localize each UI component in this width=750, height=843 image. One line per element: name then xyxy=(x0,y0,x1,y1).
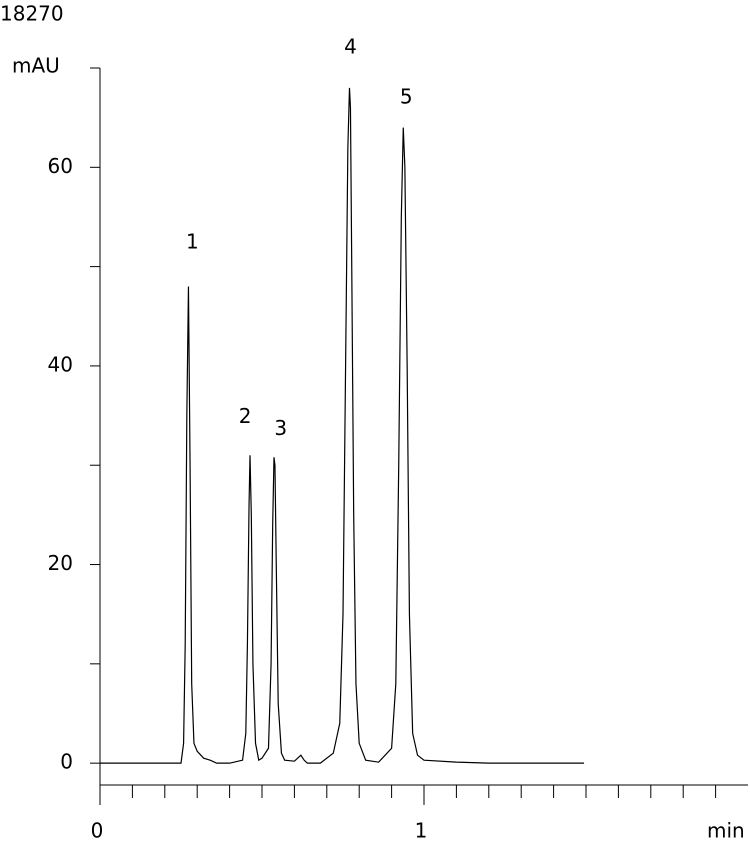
x-tick-label: 0 xyxy=(91,819,104,843)
x-tick-label: 1 xyxy=(415,819,428,843)
peak-label: 2 xyxy=(239,404,252,428)
x-axis-label: min xyxy=(707,819,745,843)
header-code: 18270 xyxy=(0,2,64,26)
chromatogram-trace xyxy=(100,87,585,764)
peak-label: 1 xyxy=(186,229,199,253)
y-tick-label: 0 xyxy=(60,750,73,774)
peak-label: 5 xyxy=(400,84,413,108)
peak-label: 4 xyxy=(344,35,357,59)
y-tick-label: 40 xyxy=(48,352,73,376)
peak-label: 3 xyxy=(274,416,287,440)
y-tick-label: 20 xyxy=(48,551,73,575)
y-axis-label: mAU xyxy=(12,54,60,78)
y-tick-label: 60 xyxy=(48,154,73,178)
